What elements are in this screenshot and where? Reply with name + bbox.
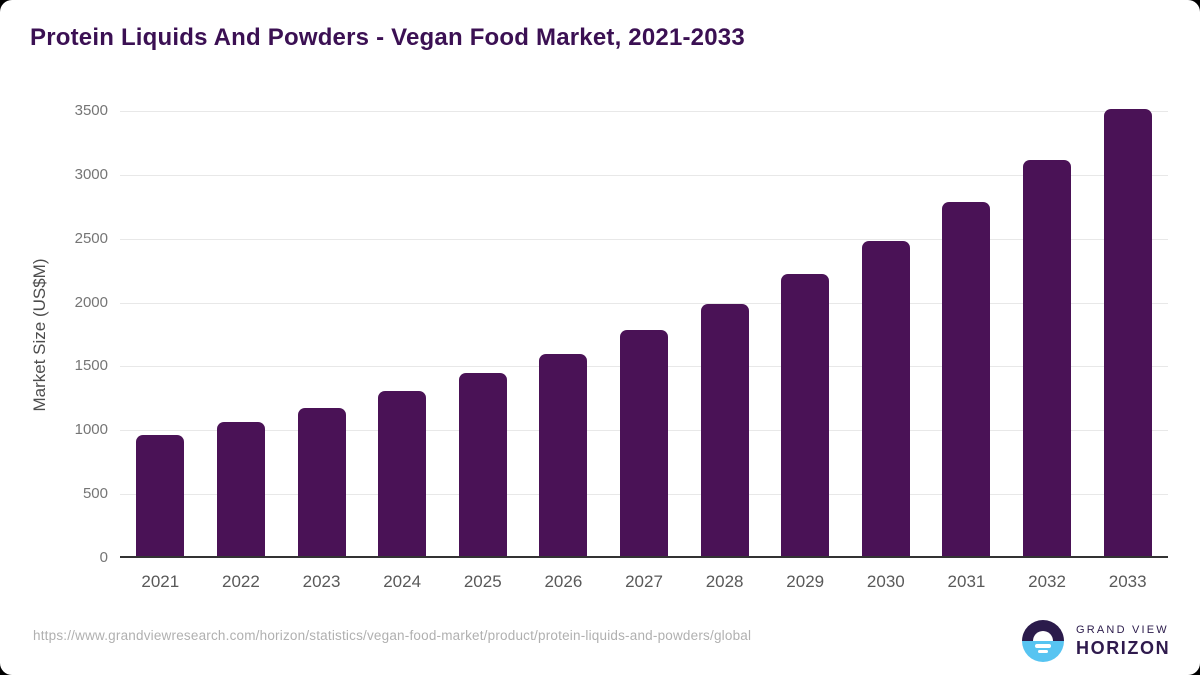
bar-2031: [942, 202, 991, 556]
x-tick-label-2031: 2031: [947, 572, 986, 591]
y-axis-title: Market Size (US$M): [30, 258, 49, 412]
y-tick-label-0: 0: [99, 549, 108, 566]
x-tick-label-2029: 2029: [786, 572, 825, 591]
plot-area: [120, 109, 1168, 558]
bar-2023: [297, 407, 346, 556]
bar-2021: [136, 434, 185, 556]
logo-sun-shape: [1033, 631, 1053, 641]
y-tick-label-1500: 1500: [74, 357, 108, 375]
x-tick-label-2032: 2032: [1028, 572, 1066, 591]
brand-text: GRAND VIEW HORIZON: [1076, 624, 1170, 659]
bar-2024: [378, 391, 427, 556]
source-url: https://www.grandviewresearch.com/horizo…: [33, 628, 752, 643]
y-tick-label-2000: 2000: [74, 293, 108, 311]
gridline-2000: [120, 302, 1168, 304]
bar-2022: [216, 421, 265, 556]
x-tick-label-2025: 2025: [463, 572, 502, 591]
gridline-3000: [120, 174, 1168, 176]
bar-2030: [861, 240, 910, 556]
x-tick-label-2022: 2022: [222, 572, 260, 591]
logo-reflection-stripe: [1038, 650, 1048, 653]
brand-logo: GRAND VIEW HORIZON: [1022, 620, 1170, 662]
gridline-3500: [120, 111, 1168, 112]
x-tick-label-2027: 2027: [625, 572, 663, 591]
bar-2028: [700, 304, 749, 556]
bar-2027: [620, 329, 668, 556]
y-tick-label-3000: 3000: [74, 165, 108, 183]
brand-name-top: GRAND VIEW: [1076, 623, 1169, 636]
bar-2026: [539, 354, 588, 556]
y-tick-label-3500: 3500: [74, 102, 108, 119]
logo-reflection-stripe: [1035, 644, 1051, 648]
chart-title: Protein Liquids And Powders - Vegan Food…: [30, 24, 745, 51]
x-tick-label-2033: 2033: [1108, 572, 1147, 591]
gridline-2500: [120, 238, 1168, 240]
bar-2025: [458, 373, 507, 556]
x-tick-label-2030: 2030: [866, 572, 905, 591]
bar-2033: [1103, 109, 1152, 556]
x-tick-label-2023: 2023: [302, 572, 341, 591]
y-tick-label-1000: 1000: [74, 421, 108, 439]
x-tick-label-2024: 2024: [383, 572, 422, 591]
x-tick-label-2026: 2026: [544, 572, 583, 591]
y-tick-label-500: 500: [82, 485, 108, 503]
x-tick-label-2028: 2028: [705, 572, 744, 591]
bar-2029: [781, 273, 830, 556]
x-tick-label-2021: 2021: [141, 572, 180, 591]
horizon-sun-logo-icon: [1022, 620, 1064, 662]
bar-2032: [1023, 160, 1072, 556]
y-tick-label-2500: 2500: [74, 229, 108, 247]
brand-name-bottom: HORIZON: [1076, 637, 1171, 658]
